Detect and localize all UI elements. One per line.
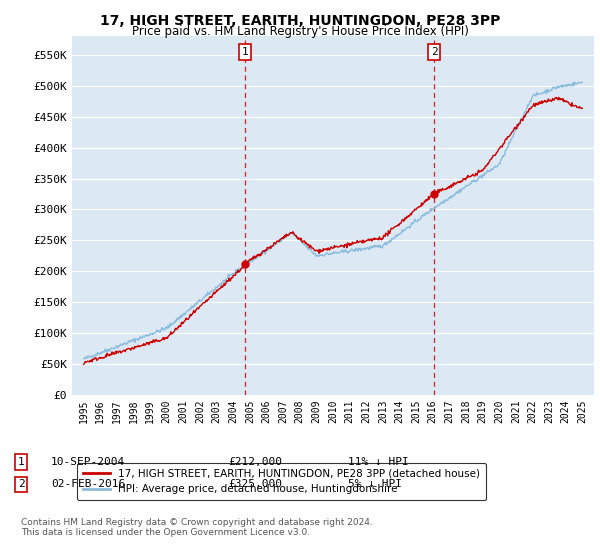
Text: Price paid vs. HM Land Registry's House Price Index (HPI): Price paid vs. HM Land Registry's House …: [131, 25, 469, 38]
Text: Contains HM Land Registry data © Crown copyright and database right 2024.
This d: Contains HM Land Registry data © Crown c…: [21, 518, 373, 538]
Text: 5% ↓ HPI: 5% ↓ HPI: [348, 479, 402, 489]
Text: 17, HIGH STREET, EARITH, HUNTINGDON, PE28 3PP: 17, HIGH STREET, EARITH, HUNTINGDON, PE2…: [100, 14, 500, 28]
Legend: 17, HIGH STREET, EARITH, HUNTINGDON, PE28 3PP (detached house), HPI: Average pri: 17, HIGH STREET, EARITH, HUNTINGDON, PE2…: [77, 463, 486, 501]
Text: 2: 2: [17, 479, 25, 489]
Text: 1: 1: [17, 457, 25, 467]
Text: 02-FEB-2016: 02-FEB-2016: [51, 479, 125, 489]
Text: 2: 2: [431, 47, 437, 57]
Text: £212,000: £212,000: [228, 457, 282, 467]
Text: 1: 1: [242, 47, 248, 57]
Text: 11% ↓ HPI: 11% ↓ HPI: [348, 457, 409, 467]
Text: 10-SEP-2004: 10-SEP-2004: [51, 457, 125, 467]
Text: £325,000: £325,000: [228, 479, 282, 489]
